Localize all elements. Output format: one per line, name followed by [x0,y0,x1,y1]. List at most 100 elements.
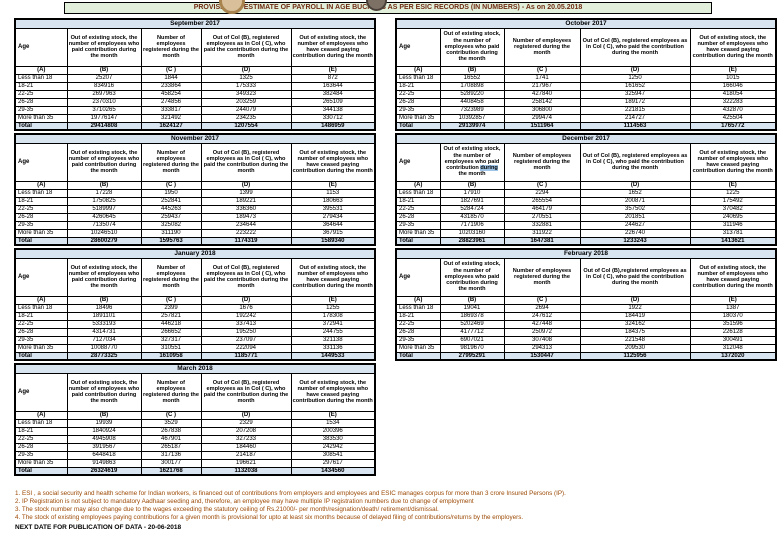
data-cell: 351596 [689,319,777,329]
data-cell: 1413621 [689,236,777,246]
data-cell: 1624127 [140,121,202,131]
column-header-d: Out of Col (B), registered employees as … [200,27,292,67]
age-bucket-label: Less than 18 [395,188,441,198]
age-bucket-label: 26-28 [395,327,441,337]
column-letter: (B) [439,65,505,75]
column-header-c: Number of employees registered during th… [140,27,202,67]
column-letter: (A) [395,295,441,305]
data-cell: 196621 [200,458,292,468]
report-title: PROVISIONAL ESTIMATE OF PAYROLL IN AGE B… [64,2,712,14]
data-cell: 226740 [579,228,691,238]
age-bucket-label: 26-28 [14,212,68,222]
data-cell: 321492 [140,113,202,123]
data-cell: 432870 [689,105,777,115]
data-cell: 427448 [503,319,581,329]
data-cell: 4177712 [439,327,505,337]
data-cell: 234644 [200,220,292,230]
data-cell: 4408458 [439,97,505,107]
data-cell: 16552 [439,73,505,83]
data-cell: 1174319 [200,236,292,246]
data-row: 26-28 4314731 266652 195250 244755 [14,327,376,337]
data-cell: 17228 [66,188,142,198]
data-cell: 244079 [200,105,292,115]
data-cell: 226128 [689,327,777,337]
data-cell: 161652 [579,81,691,91]
total-row: Total 29414808 1624127 1207554 1486959 [14,121,376,131]
column-letter: (C ) [503,180,581,190]
column-letter: (B) [66,410,142,420]
data-cell: 2329 [200,418,292,428]
month-header: February 2018 [395,248,777,259]
data-row: 29-35 7171906 332881 244627 311946 [395,220,777,230]
data-cell: 395531 [290,204,376,214]
data-cell: 311946 [689,220,777,230]
data-cell: 330712 [290,113,376,123]
data-cell: 324162 [579,319,691,329]
data-cell: 1741 [503,73,581,83]
age-bucket-label: 22-25 [14,89,68,99]
footnote: 2. IP Registration is not subject to man… [15,498,474,505]
data-cell: 166046 [689,81,777,91]
data-cell: 2399 [140,303,202,313]
data-cell: 331136 [290,343,376,353]
column-letter: (C ) [140,410,202,420]
data-cell: 1153 [290,188,376,198]
data-cell: 313781 [689,228,777,238]
column-letter: (C ) [140,295,202,305]
column-header-age: Age [14,372,68,412]
data-cell: 10203160 [439,228,505,238]
data-cell: 1530447 [503,351,581,361]
payroll-table: October 2017 Age Out of existing stock, th… [395,18,777,131]
data-cell: 195250 [200,327,292,337]
data-cell: 294313 [503,343,581,353]
column-letter: (A) [395,180,441,190]
data-cell: 307408 [503,335,581,345]
column-header-age: Age [14,27,68,67]
data-cell: 200871 [579,196,691,206]
data-cell: 308541 [290,450,376,460]
data-cell: 317136 [140,450,202,460]
column-letter: (A) [395,65,441,75]
data-cell: 3919567 [66,442,142,452]
age-bucket-label: 29-35 [14,105,68,115]
table-march-2018: March 2018 Age Out of existing stock, the … [14,363,376,476]
data-cell: 1372020 [689,351,777,361]
data-row: Less than 18 18496 2399 1676 1255 [14,303,376,313]
data-cell: 265187 [140,442,202,452]
data-cell: 312048 [689,343,777,353]
age-bucket-label: 29-35 [14,335,68,345]
data-cell: 259437 [140,212,202,222]
total-row: Total 28823961 1647381 1233243 1413621 [395,236,777,246]
column-header-c: Number of employees registered during th… [140,257,202,297]
data-cell: 257821 [140,311,202,321]
data-cell: 1399 [200,188,292,198]
column-header-c: Number of employees registered during th… [140,142,202,182]
age-bucket-label: Less than 18 [395,73,441,83]
data-cell: 233864 [140,81,202,91]
data-cell: 252841 [140,196,202,206]
data-cell: 10392857 [439,113,505,123]
data-cell: 464179 [503,204,581,214]
data-cell: 1708898 [439,81,505,91]
data-cell: 2694 [503,303,581,313]
age-bucket-label: 22-25 [395,204,441,214]
column-header-d: Out of Col (B), registered employees as … [200,257,292,297]
age-bucket-label: 18-21 [395,196,441,206]
data-cell: 189473 [200,212,292,222]
data-cell: 242942 [290,442,376,452]
data-cell: 6448418 [66,450,142,460]
age-bucket-label: 22-25 [14,204,68,214]
data-row: Less than 18 25207 1844 1325 872 [14,73,376,83]
data-cell: 467901 [140,434,202,444]
data-cell: 336360 [200,204,292,214]
data-cell: 201851 [579,212,691,222]
data-row: 29-35 7135074 325082 234644 364644 [14,220,376,230]
column-header-age: Age [395,27,441,67]
column-letter: (E) [689,65,777,75]
payroll-table: December 2017 Age Out of existing stock, t… [395,133,777,246]
data-cell: 311190 [140,228,202,238]
data-cell: 178308 [290,311,376,321]
column-letter: (E) [290,65,376,75]
data-row: 22-25 5289220 427840 325947 418054 [395,89,777,99]
data-row: 18-21 1750825 252841 189221 180663 [14,196,376,206]
